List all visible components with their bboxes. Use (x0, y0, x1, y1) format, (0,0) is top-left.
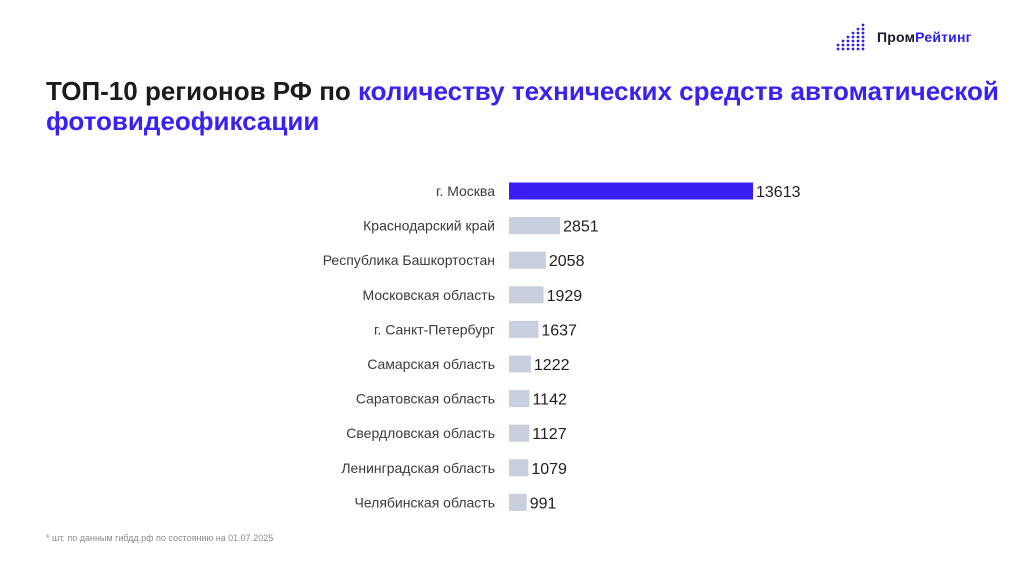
category-label: Саратовская область (356, 391, 495, 407)
logo-dots-icon (836, 23, 865, 51)
value-label: 1222 (534, 357, 570, 374)
bar (509, 286, 544, 304)
value-label: 991 (530, 495, 557, 512)
category-label: Свердловская область (346, 425, 495, 441)
chart-title-part1: ТОП-10 регионов РФ по (46, 76, 358, 106)
bar (509, 251, 546, 269)
bar (509, 424, 530, 442)
category-label: Челябинская область (355, 494, 496, 510)
value-label: 1127 (532, 426, 567, 443)
bar (509, 320, 539, 338)
bar (509, 493, 527, 511)
bar (509, 390, 530, 408)
category-label: г. Санкт-Петербург (374, 321, 495, 337)
value-label: 2058 (549, 253, 585, 270)
category-label: Московская область (363, 287, 495, 303)
value-label: 2851 (563, 219, 599, 236)
value-label: 13613 (756, 184, 801, 201)
bar (509, 182, 753, 200)
category-label: Республика Башкортостан (323, 252, 495, 268)
logo-text: ПромРейтинг (877, 29, 972, 45)
category-label: Самарская область (367, 356, 495, 372)
category-label: г. Москва (436, 183, 495, 199)
bar (509, 459, 529, 477)
logo-text-part2: Рейтинг (915, 29, 972, 45)
logo: ПромРейтинг (835, 22, 972, 52)
footnote: * шт. по данным гибдд.рф по состоянию на… (46, 533, 274, 543)
chart-title-accent: количеству технических средств автоматич… (46, 76, 999, 136)
category-label: Ленинградская область (341, 460, 495, 476)
value-label: 1079 (531, 461, 567, 478)
category-label: Краснодарский край (363, 218, 495, 234)
value-label: 1929 (547, 288, 583, 305)
bar (509, 355, 531, 373)
value-label: 1142 (532, 392, 567, 409)
bar (509, 217, 561, 235)
chart-title: ТОП-10 регионов РФ по количеству техниче… (46, 76, 1006, 136)
value-label: 1637 (541, 322, 577, 339)
logo-text-part1: Пром (877, 29, 916, 45)
